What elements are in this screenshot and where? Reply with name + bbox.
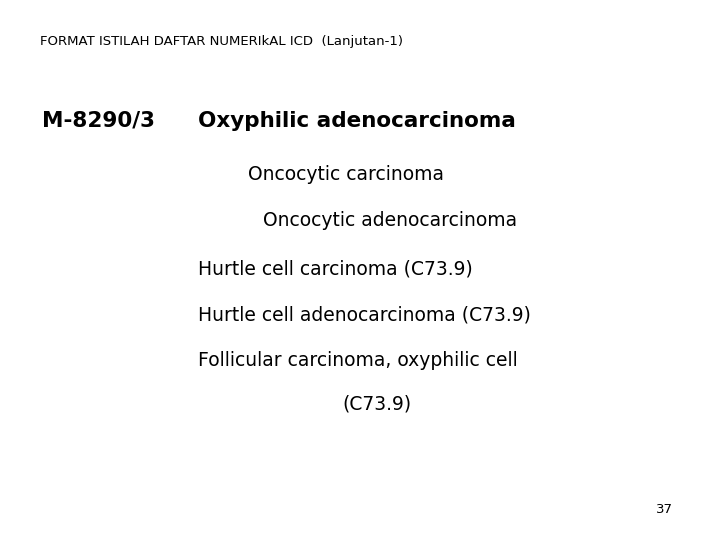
Text: 37: 37	[656, 503, 673, 516]
Text: FORMAT ISTILAH DAFTAR NUMERIkAL ICD  (Lanjutan-1): FORMAT ISTILAH DAFTAR NUMERIkAL ICD (Lan…	[40, 35, 402, 48]
Text: Oncocytic carcinoma: Oncocytic carcinoma	[248, 165, 444, 184]
Text: Follicular carcinoma, oxyphilic cell: Follicular carcinoma, oxyphilic cell	[198, 351, 518, 370]
Text: Hurtle cell carcinoma (C73.9): Hurtle cell carcinoma (C73.9)	[198, 259, 473, 278]
Text: M-8290/3: M-8290/3	[42, 111, 155, 131]
Text: Hurtle cell adenocarcinoma (C73.9): Hurtle cell adenocarcinoma (C73.9)	[198, 305, 531, 324]
Text: (C73.9): (C73.9)	[342, 394, 411, 413]
Text: Oxyphilic adenocarcinoma: Oxyphilic adenocarcinoma	[198, 111, 516, 131]
Text: Oncocytic adenocarcinoma: Oncocytic adenocarcinoma	[263, 211, 517, 229]
